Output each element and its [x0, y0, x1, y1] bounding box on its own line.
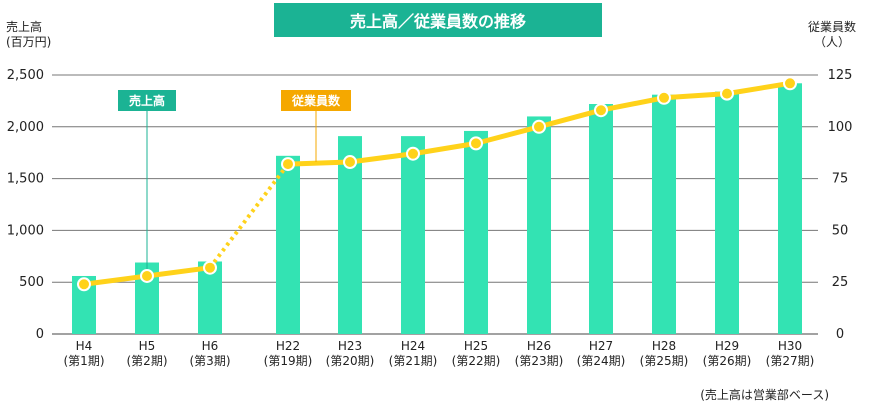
- left-tick-label: 1,500: [7, 172, 44, 187]
- employees-point: [77, 277, 91, 292]
- x-tick-label: H5 (第2期): [127, 339, 168, 368]
- right-tick-label: 75: [832, 172, 849, 187]
- left-tick-label: 2,000: [7, 120, 44, 135]
- employees-point: [140, 268, 154, 283]
- employees-point: [343, 155, 357, 170]
- x-tick-label: H26 (第23期): [515, 339, 564, 368]
- bar-sales: [401, 136, 425, 334]
- line-callout-box: [281, 90, 351, 111]
- left-tick-label: 500: [19, 275, 44, 290]
- employees-point: [594, 103, 608, 118]
- employees-point: [406, 146, 420, 161]
- employees-point: [657, 90, 671, 105]
- bar-sales: [464, 130, 488, 334]
- bar-sales: [589, 104, 613, 335]
- x-tick-label: H22 (第19期): [264, 339, 313, 368]
- bar-sales: [778, 83, 802, 335]
- employees-point: [281, 157, 295, 172]
- x-tick-label: H25 (第22期): [452, 339, 501, 368]
- x-tick-label: H30 (第27期): [766, 339, 815, 368]
- bar-sales: [527, 116, 551, 334]
- bar-sales: [276, 155, 300, 334]
- employees-point: [532, 119, 546, 134]
- bar-sales: [715, 91, 739, 335]
- bar-sales: [338, 136, 362, 334]
- x-tick-label: H27 (第24期): [577, 339, 626, 368]
- x-tick-label: H24 (第21期): [389, 339, 438, 368]
- employees-point: [203, 260, 217, 275]
- left-tick-label: 0: [36, 327, 44, 342]
- left-tick-label: 1,000: [7, 223, 44, 238]
- bar-callout-box: [118, 90, 176, 111]
- left-tick-label: 2,500: [7, 68, 44, 83]
- bar-series-label: 売上高: [129, 93, 165, 108]
- left-axis-title: 売上高 (百万円): [6, 20, 52, 49]
- right-axis-title: 従業員数 （人）: [808, 20, 857, 49]
- line-series-label: 従業員数: [291, 93, 341, 108]
- chart-note: (売上高は営業部ベース): [700, 388, 829, 402]
- x-tick-label: H28 (第25期): [640, 339, 689, 368]
- right-tick-label: 25: [832, 275, 849, 290]
- employees-point: [783, 76, 797, 91]
- x-tick-label: H4 (第1期): [64, 339, 105, 368]
- right-tick-label: 125: [828, 68, 853, 83]
- right-tick-label: 0: [836, 327, 844, 342]
- x-tick-label: H29 (第26期): [703, 339, 752, 368]
- x-tick-label: H6 (第3期): [190, 339, 231, 368]
- employees-point: [720, 86, 734, 101]
- x-tick-label: H23 (第20期): [326, 339, 375, 368]
- chart-title: 売上高／従業員数の推移: [274, 3, 602, 37]
- bar-sales: [652, 94, 676, 335]
- employees-point: [469, 136, 483, 151]
- right-tick-label: 100: [828, 120, 853, 135]
- employees-line-gap: [208, 162, 290, 269]
- right-tick-label: 50: [832, 223, 849, 238]
